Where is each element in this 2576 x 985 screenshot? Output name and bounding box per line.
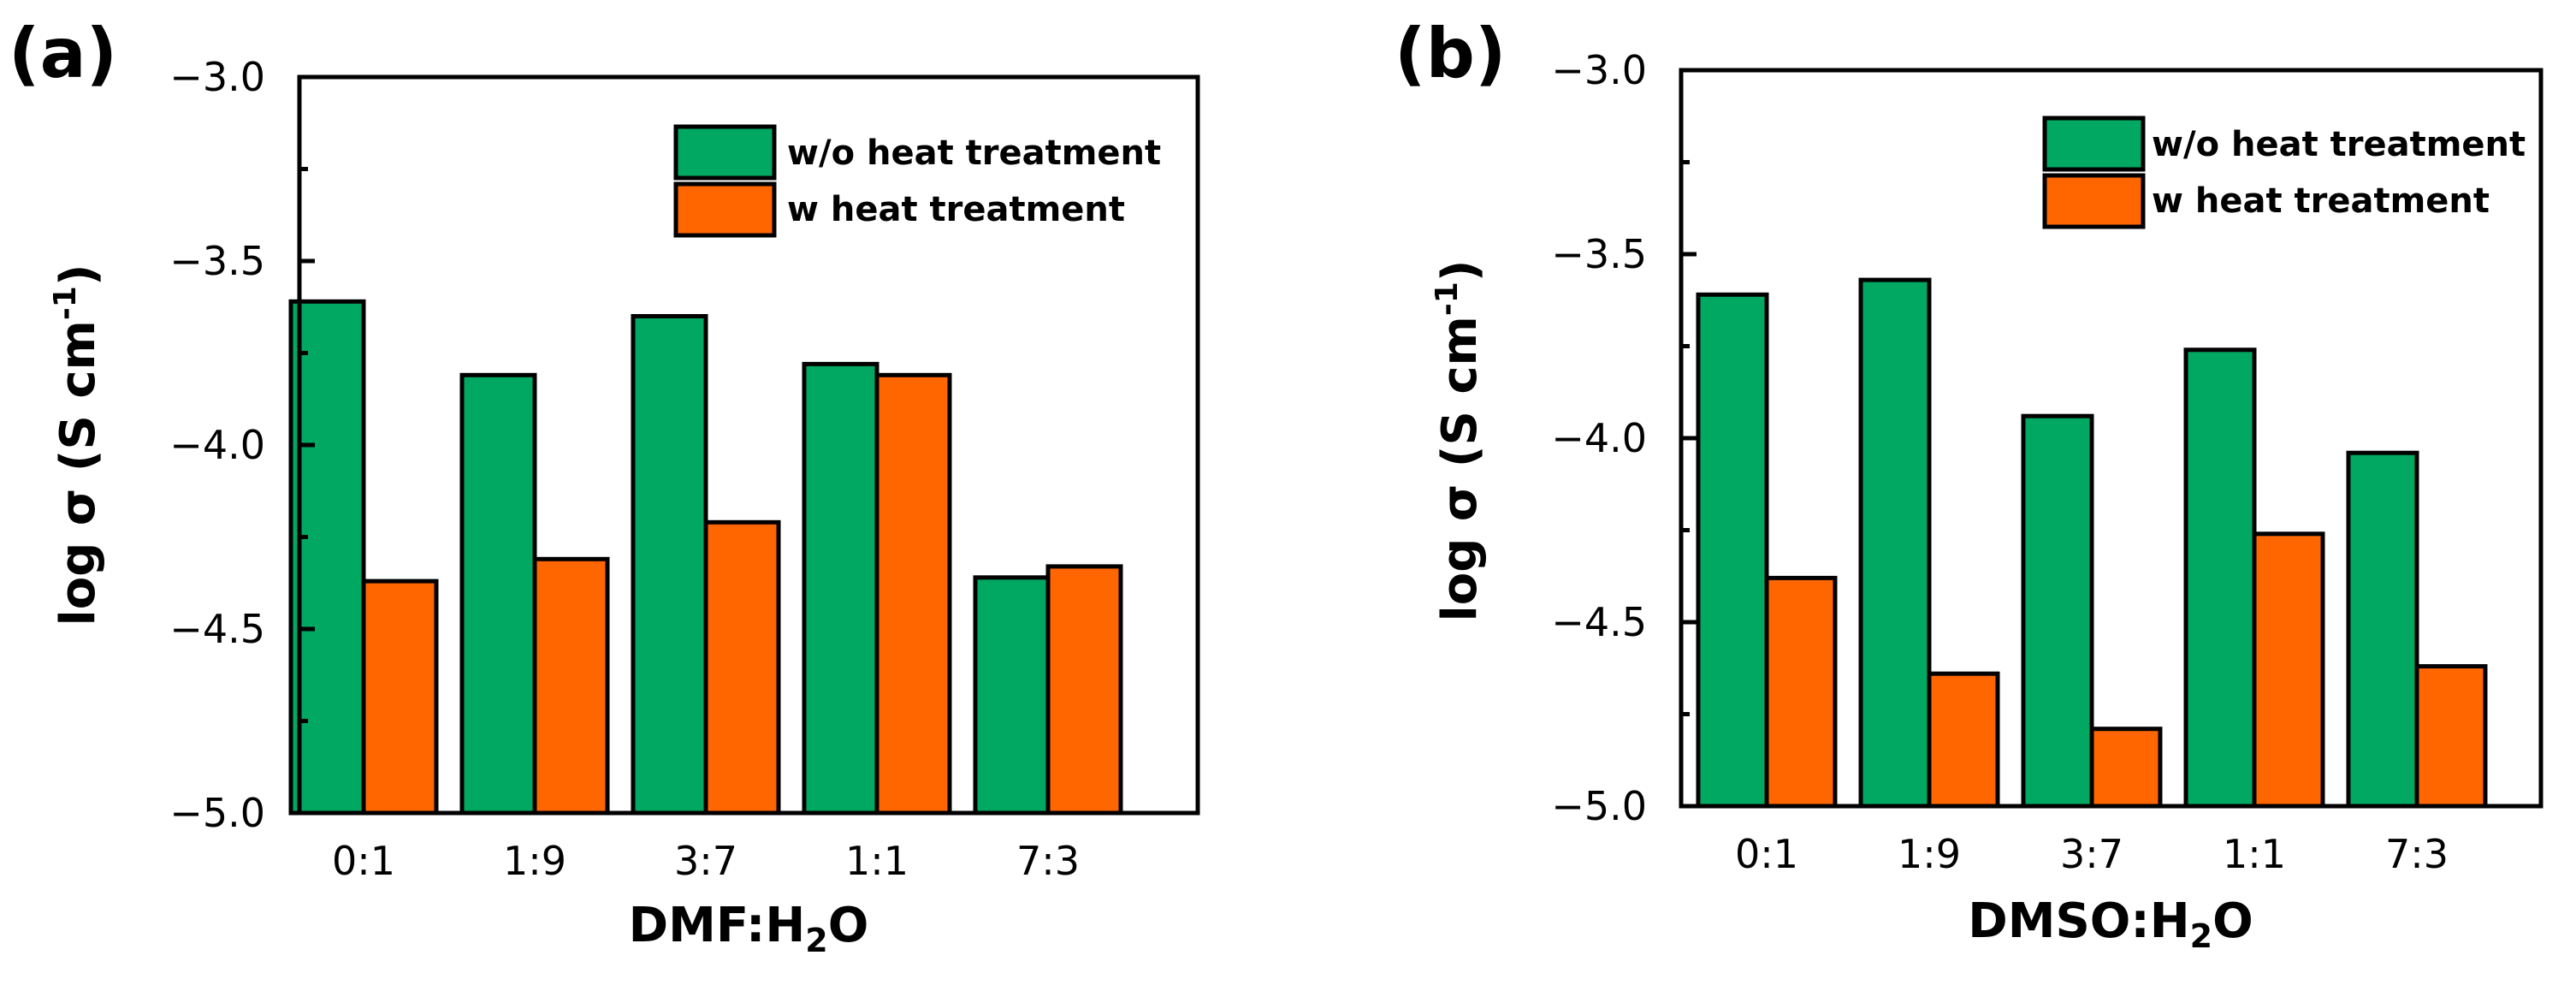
- panel-a-plot: [288, 299, 1123, 816]
- panel-b-legend-swatch-without-heat: [2042, 116, 2146, 172]
- panel-b-bar-with-heat-3:7: [2089, 727, 2163, 809]
- panel-b-bar-with-heat-1:9: [1927, 671, 2000, 809]
- panel-b-xtick-label-1:1: 1:1: [2223, 831, 2286, 877]
- panel-b-bar-without-heat-3:7: [2021, 413, 2094, 809]
- panel-b-ytick-label-4: −5.0: [1551, 783, 1647, 829]
- panel-a-ylabel: log σ (S cm-1): [48, 264, 106, 626]
- panel-b-bar-without-heat-1:1: [2183, 347, 2257, 809]
- panel-a-label: (a): [9, 14, 117, 93]
- panel-a-ticks: 0:1 1:9 3:7 1:1 7:3 −3.0 −3.5 −4.0 −4.5 −5.0: [169, 54, 1080, 884]
- panel-b-xtick-label-7:3: 7:3: [2385, 831, 2449, 877]
- panel-a-xlabel: DMF:H2O: [629, 898, 869, 959]
- panel-a-legend-swatch-with-heat: [673, 181, 777, 238]
- panel-a-bar-with-heat-7:3: [1045, 564, 1123, 816]
- panel-a-bar-without-heat-7:3: [973, 575, 1051, 816]
- panel-a-bar-with-heat-1:9: [532, 556, 610, 816]
- panel-a-xtick-label-1:1: 1:1: [845, 838, 909, 884]
- panel-a-ytick-label-3: −4.5: [169, 606, 265, 652]
- panel-a-xtick-label-0:1: 0:1: [332, 838, 395, 884]
- panel-b-bar-with-heat-0:1: [1764, 575, 1838, 809]
- panel-a-ytick-label-2: −4.0: [169, 422, 265, 468]
- panel-b-bar-with-heat-7:3: [2414, 664, 2488, 809]
- panel-a-legend-label-with-heat: w heat treatment: [787, 190, 1125, 229]
- panel-a-xtick-label-1:9: 1:9: [503, 838, 566, 884]
- panel-a-bar-with-heat-0:1: [361, 579, 439, 816]
- panel-a-legend-swatch-without-heat: [673, 124, 777, 181]
- panel-a-bar-with-heat-3:7: [703, 519, 781, 816]
- panel-b-legend-label-with-heat: w heat treatment: [2152, 181, 2490, 221]
- panel-a-bar-without-heat-3:7: [631, 314, 708, 816]
- panel-b-legend: w/o heat treatment w heat treatment: [2042, 116, 2526, 229]
- panel-b: (b) 0:1 1:9 3:7 1:1 7:3−3.0−3.5−4.0−4.5−5.0 …: [1395, 14, 2543, 955]
- panel-b-legend-swatch-with-heat: [2042, 173, 2146, 229]
- panel-a-ytick-label-1: −3.5: [169, 238, 265, 284]
- panel-a-bar-without-heat-0:1: [288, 299, 366, 816]
- panel-b-bar-without-heat-7:3: [2346, 450, 2419, 809]
- panel-b-ylabel: log σ (S cm-1): [1430, 260, 1488, 622]
- panel-a: (a) 0:1 1:9 3:7 1:1 7:3−3.0−3.5−4.0−4.5−5.0 …: [9, 14, 1200, 959]
- panel-b-xtick-label-3:7: 3:7: [2060, 831, 2123, 877]
- panel-b-ytick-label-1: −3.5: [1551, 231, 1647, 277]
- panel-b-ytick-label-3: −4.5: [1551, 599, 1647, 645]
- panel-a-xtick-label-7:3: 7:3: [1016, 838, 1080, 884]
- panel-b-xtick-label-0:1: 0:1: [1735, 831, 1798, 877]
- panel-b-xlabel: DMSO:H2O: [1968, 893, 2253, 955]
- panel-a-ytick-label-0: −3.0: [169, 54, 265, 100]
- panel-a-legend: w/o heat treatment w heat treatment: [673, 124, 1161, 238]
- panel-b-ytick-label-0: −3.0: [1551, 47, 1647, 93]
- panel-a-bar-without-heat-1:1: [802, 361, 879, 816]
- panel-b-ytick-label-2: −4.0: [1551, 415, 1647, 461]
- panel-b-bar-without-heat-1:9: [1858, 277, 1932, 809]
- panel-b-bar-with-heat-1:1: [2252, 531, 2325, 809]
- panel-b-legend-label-without-heat: w/o heat treatment: [2152, 125, 2526, 164]
- panel-a-bar-without-heat-1:9: [459, 372, 537, 816]
- panel-b-xtick-label-1:9: 1:9: [1898, 831, 1961, 877]
- panel-a-bar-with-heat-1:1: [874, 372, 952, 816]
- panel-b-ticks: 0:1 1:9 3:7 1:1 7:3 −3.0 −3.5 −4.0 −4.5 −5.0: [1551, 47, 2449, 877]
- panel-b-bar-without-heat-0:1: [1696, 292, 1769, 809]
- panel-a-legend-label-without-heat: w/o heat treatment: [787, 134, 1161, 173]
- panel-b-plot: [1696, 277, 2488, 809]
- panel-a-ytick-label-4: −5.0: [169, 790, 265, 836]
- panel-b-label: (b): [1395, 14, 1506, 93]
- panel-a-xtick-label-3:7: 3:7: [674, 838, 737, 884]
